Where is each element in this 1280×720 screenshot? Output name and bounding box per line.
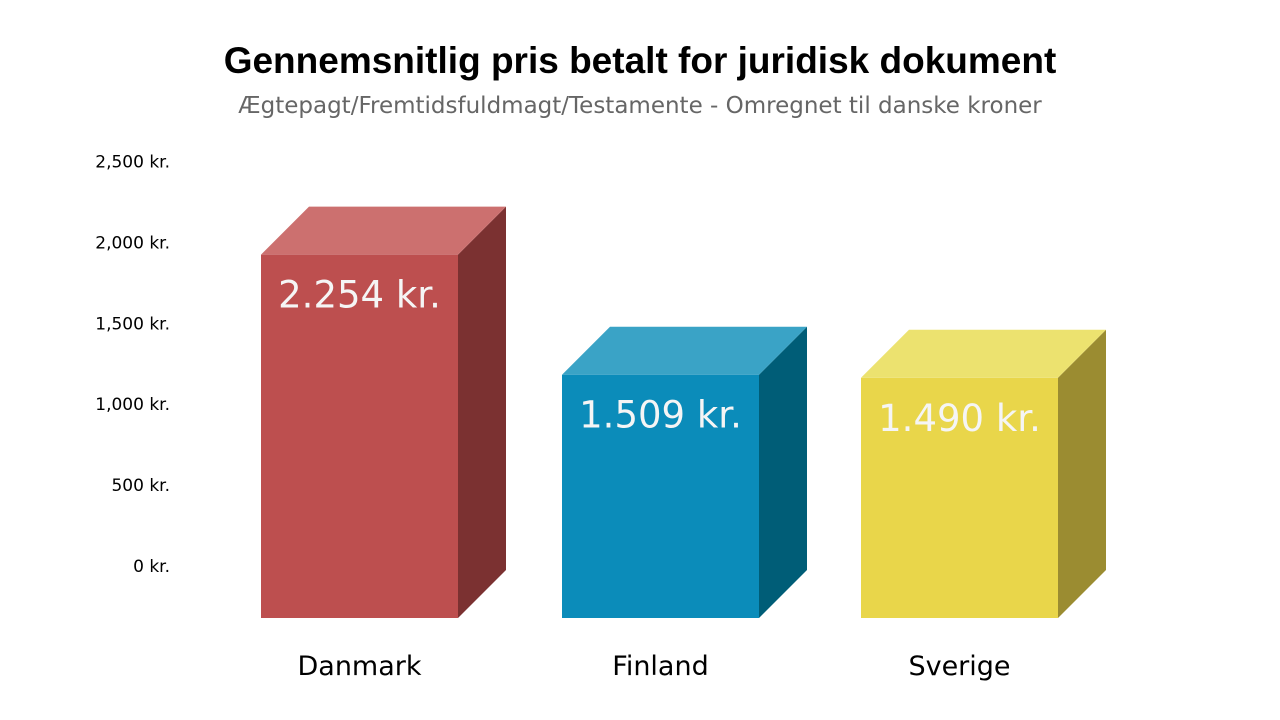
bar-front-face bbox=[261, 254, 458, 618]
bar: 1.509 kr. bbox=[562, 326, 807, 618]
bars: 2.254 kr. 1.509 kr. 1.490 kr. bbox=[261, 206, 1106, 618]
y-tick-label: 0 kr. bbox=[133, 557, 170, 577]
category-label: Danmark bbox=[297, 651, 421, 682]
y-axis: 0 kr. 500 kr. 1,000 kr. 1,500 kr. 2,000 kr. 2… bbox=[95, 153, 170, 578]
bar-front-face bbox=[861, 377, 1058, 618]
y-tick-label: 2,000 kr. bbox=[95, 233, 170, 253]
category-label: Sverige bbox=[908, 651, 1010, 682]
bar-value-label: 1.490 kr. bbox=[878, 397, 1041, 440]
y-tick-label: 1,500 kr. bbox=[95, 314, 170, 334]
bar-front-face bbox=[562, 374, 759, 618]
bar-side-face bbox=[1058, 329, 1106, 618]
bar-value-label: 2.254 kr. bbox=[278, 274, 441, 317]
bar-top-face bbox=[861, 329, 1106, 378]
x-axis: Danmark Finland Sverige bbox=[297, 651, 1010, 682]
y-tick-label: 1,000 kr. bbox=[95, 395, 170, 415]
category-label: Finland bbox=[612, 651, 708, 682]
bar: 1.490 kr. bbox=[861, 329, 1106, 618]
y-tick-label: 2,500 kr. bbox=[95, 153, 170, 173]
chart-title: Gennemsnitlig pris betalt for juridisk d… bbox=[224, 40, 1057, 81]
bar-side-face bbox=[759, 326, 807, 618]
bar-side-face bbox=[458, 206, 506, 618]
bar-value-label: 1.509 kr. bbox=[579, 394, 742, 437]
y-tick-label: 500 kr. bbox=[111, 476, 170, 496]
bar: 2.254 kr. bbox=[261, 206, 506, 618]
chart-subtitle: Ægtepagt/Fremtidsfuldmagt/Testamente - O… bbox=[238, 93, 1042, 119]
bar-top-face bbox=[261, 206, 506, 255]
bar-top-face bbox=[562, 326, 807, 375]
